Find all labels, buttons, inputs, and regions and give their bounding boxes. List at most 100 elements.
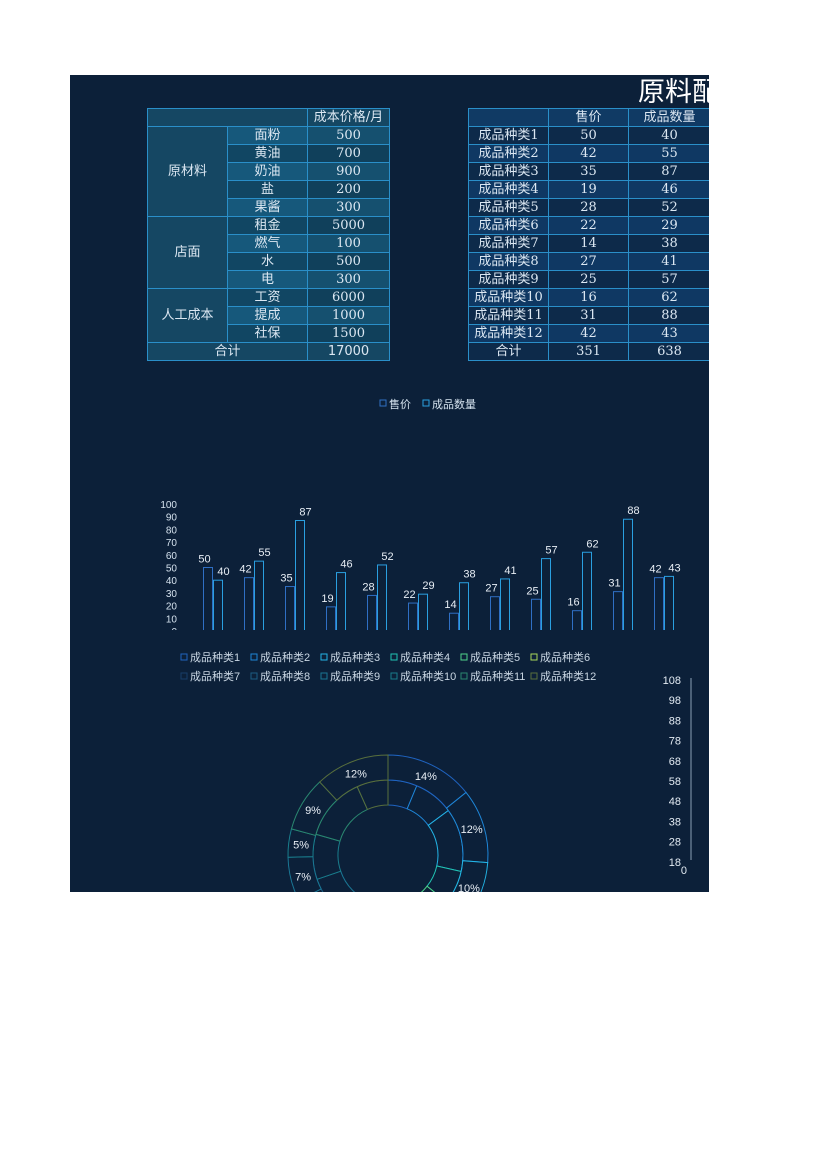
cost-value-cell[interactable]: 500 — [307, 126, 390, 145]
sales-cell[interactable]: 成品种类8 — [468, 252, 549, 271]
sales-cell[interactable]: 16 — [548, 288, 629, 307]
sales-cell[interactable]: 19 — [548, 180, 629, 199]
cost-row: 提成 1000 — [148, 306, 390, 325]
sales-total-cell[interactable]: 合计 — [468, 342, 549, 361]
cost-header-blank[interactable] — [147, 108, 308, 127]
cost-item-cell[interactable]: 奶油 — [227, 162, 308, 181]
legend-label: 成品种类11 — [470, 669, 525, 683]
cost-value-cell[interactable]: 700 — [307, 144, 390, 163]
donut-percent-label: 12% — [461, 824, 483, 836]
cost-value-cell[interactable]: 5000 — [307, 216, 390, 235]
sales-cell[interactable]: 成品种类12 — [468, 324, 549, 343]
cost-value-cell[interactable]: 6000 — [307, 288, 390, 307]
sales-total-cell[interactable]: 638 — [628, 342, 709, 361]
sales-cell[interactable]: 22 — [548, 216, 629, 235]
sales-table: 售价 成品数量 成品种类1 50 40 成品种类2 42 55 成品种类3 35 87 成品种类4 19… — [468, 108, 709, 361]
cost-item-cell[interactable]: 燃气 — [227, 234, 308, 253]
sales-cell[interactable]: 41 — [628, 252, 709, 271]
sales-cell[interactable]: 成品种类7 — [468, 234, 549, 253]
y-tick-label: 60 — [166, 551, 178, 562]
sales-cell[interactable]: 成品种类10 — [468, 288, 549, 307]
cost-total-label[interactable]: 合计 — [147, 342, 308, 361]
cost-row: 黄油 700 — [148, 144, 390, 163]
sales-cell[interactable]: 46 — [628, 180, 709, 199]
sales-total-cell[interactable]: 351 — [548, 342, 629, 361]
sales-cell[interactable]: 28 — [548, 198, 629, 217]
sales-cell[interactable]: 43 — [628, 324, 709, 343]
cost-value-cell[interactable]: 1500 — [307, 324, 390, 343]
y-tick-label: 100 — [160, 500, 177, 511]
sales-cell[interactable]: 成品种类2 — [468, 144, 549, 163]
cost-item-cell[interactable]: 提成 — [227, 306, 308, 325]
sales-cell[interactable]: 42 — [548, 324, 629, 343]
cost-category-cell[interactable]: 店面 — [147, 216, 228, 289]
cost-item-cell[interactable]: 社保 — [227, 324, 308, 343]
cost-value-cell[interactable]: 1000 — [307, 306, 390, 325]
cost-value-cell[interactable]: 300 — [307, 270, 390, 289]
cost-item-cell[interactable]: 果酱 — [227, 198, 308, 217]
sales-header-cell[interactable]: 成品数量 — [628, 108, 709, 127]
cost-value-cell[interactable]: 300 — [307, 198, 390, 217]
bar — [244, 577, 254, 630]
sales-cell[interactable]: 成品种类6 — [468, 216, 549, 235]
sales-cell[interactable]: 成品种类11 — [468, 306, 549, 325]
sales-cell[interactable]: 27 — [548, 252, 629, 271]
sales-cell[interactable]: 14 — [548, 234, 629, 253]
sales-cell[interactable]: 29 — [628, 216, 709, 235]
sales-cell[interactable]: 38 — [628, 234, 709, 253]
legend-swatch — [379, 399, 387, 407]
cost-header-price[interactable]: 成本价格/月 — [307, 108, 390, 127]
cost-item-cell[interactable]: 水 — [227, 252, 308, 271]
legend-swatch — [250, 672, 258, 680]
cost-item-cell[interactable]: 面粉 — [227, 126, 308, 145]
cost-table: 成本价格/月 原材料 面粉 500 黄油 700 奶油 900 盐 200 果酱 300 店面 租金 500… — [147, 108, 390, 361]
sales-cell[interactable]: 31 — [548, 306, 629, 325]
axis-tick-label: 18 — [669, 857, 681, 869]
axis-tick-label: 108 — [663, 675, 681, 687]
sales-cell[interactable]: 87 — [628, 162, 709, 181]
cost-category-cell[interactable]: 原材料 — [147, 126, 228, 217]
bar-data-label: 42 — [239, 564, 251, 576]
cost-value-cell[interactable]: 500 — [307, 252, 390, 271]
sales-cell[interactable]: 52 — [628, 198, 709, 217]
cost-value-cell[interactable]: 200 — [307, 180, 390, 199]
sales-cell[interactable]: 57 — [628, 270, 709, 289]
sales-cell[interactable]: 35 — [548, 162, 629, 181]
sales-cell[interactable]: 50 — [548, 126, 629, 145]
cost-item-cell[interactable]: 电 — [227, 270, 308, 289]
sales-header-cell[interactable]: 售价 — [548, 108, 629, 127]
cost-item-cell[interactable]: 黄油 — [227, 144, 308, 163]
sales-cell[interactable]: 25 — [548, 270, 629, 289]
legend-label: 成品种类5 — [470, 650, 520, 664]
cost-item-cell[interactable]: 租金 — [227, 216, 308, 235]
cost-category-cell[interactable]: 人工成本 — [147, 288, 228, 343]
sales-cell[interactable]: 成品种类1 — [468, 126, 549, 145]
cost-item-cell[interactable]: 工资 — [227, 288, 308, 307]
cost-row: 原材料 面粉 500 — [147, 126, 390, 217]
bar — [572, 610, 582, 630]
doughnut-chart: 成品种类1 成品种类2 成品种类3 成品种类4 成品种类5 成品种类6 成品种类7 成品种类8… — [180, 650, 596, 892]
cost-row: 社保 1500 — [148, 324, 390, 343]
legend-label: 成品种类12 — [540, 669, 596, 683]
cost-value-cell[interactable]: 100 — [307, 234, 390, 253]
cost-header-row: 成本价格/月 — [147, 108, 390, 127]
sales-cell[interactable]: 成品种类5 — [468, 198, 549, 217]
sales-cell[interactable]: 成品种类3 — [468, 162, 549, 181]
cost-item-cell[interactable]: 盐 — [227, 180, 308, 199]
bar — [541, 558, 551, 630]
sales-cell[interactable]: 62 — [628, 288, 709, 307]
sales-cell[interactable]: 88 — [628, 306, 709, 325]
sales-cell[interactable]: 成品种类9 — [468, 270, 549, 289]
y-tick-label: 80 — [166, 525, 178, 536]
y-tick-label: 20 — [166, 602, 178, 613]
sales-cell[interactable]: 55 — [628, 144, 709, 163]
sales-header-cell[interactable] — [468, 108, 549, 127]
cost-value-cell[interactable]: 900 — [307, 162, 390, 181]
sales-cell[interactable]: 成品种类4 — [468, 180, 549, 199]
bar — [326, 606, 336, 630]
bar-legend: 售价 成品数量 — [379, 397, 476, 411]
sales-cell[interactable]: 40 — [628, 126, 709, 145]
sales-cell[interactable]: 42 — [548, 144, 629, 163]
cost-total-value[interactable]: 17000 — [307, 342, 390, 361]
legend-swatch — [530, 672, 538, 680]
